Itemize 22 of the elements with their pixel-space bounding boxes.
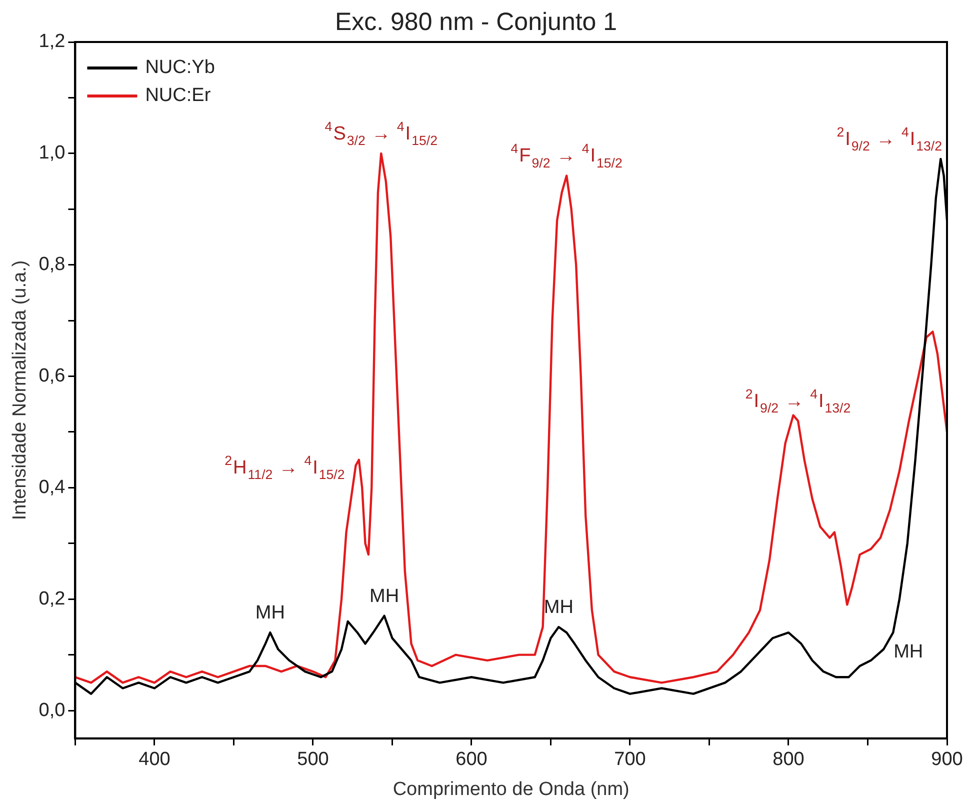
x-tick-label: 900 xyxy=(931,749,963,770)
x-tick-label: 500 xyxy=(297,749,329,770)
annotation: MH xyxy=(255,602,285,624)
legend-label: NUC:Er xyxy=(145,85,212,106)
annotation: MH xyxy=(370,586,400,607)
x-tick-label: 600 xyxy=(456,749,488,770)
x-axis-title: Comprimento de Onda (nm) xyxy=(392,778,630,800)
x-tick-label: 800 xyxy=(772,749,804,770)
annotation: MH xyxy=(544,596,574,618)
x-tick-label: 400 xyxy=(138,749,170,770)
y-axis-title: Intensidade Normalizada (u.a.) xyxy=(10,260,31,520)
y-tick-label: 1,2 xyxy=(38,31,66,52)
y-tick-label: 0,4 xyxy=(38,476,66,498)
y-tick-label: 0,2 xyxy=(38,588,66,610)
chart-title: Exc. 980 nm - Conjunto 1 xyxy=(334,8,618,36)
y-tick-label: 1,0 xyxy=(38,142,66,164)
legend-label: NUC:Yb xyxy=(145,57,215,78)
y-tick-label: 0,0 xyxy=(38,700,66,721)
x-tick-label: 700 xyxy=(614,749,646,770)
y-tick-label: 0,6 xyxy=(38,366,66,387)
y-tick-label: 0,8 xyxy=(38,254,66,276)
annotation: MH xyxy=(894,641,924,662)
